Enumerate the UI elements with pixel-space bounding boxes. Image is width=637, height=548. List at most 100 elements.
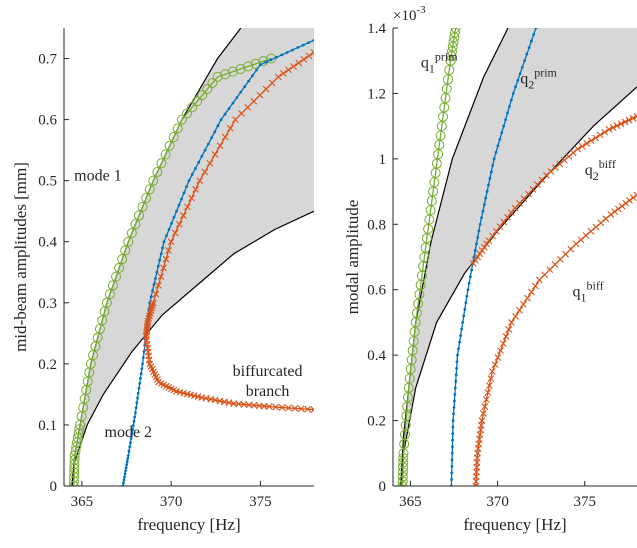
- mode-label-subscript: 2: [593, 169, 599, 183]
- series-marker: [477, 229, 481, 233]
- series-marker: [626, 197, 633, 204]
- series-marker: [211, 151, 219, 158]
- y-axis-label: modal amplitude: [343, 200, 362, 315]
- series-marker: [434, 139, 445, 150]
- series-marker: [235, 64, 246, 75]
- mode-label-superscript: biff: [599, 157, 616, 171]
- series-marker: [300, 56, 308, 63]
- series-marker: [421, 233, 432, 244]
- series-marker: [235, 96, 239, 100]
- series-marker: [124, 469, 128, 473]
- mode-label: q2prim: [520, 66, 557, 92]
- series-marker: [455, 360, 459, 364]
- series-marker: [464, 301, 468, 305]
- series-marker: [451, 432, 455, 436]
- series-marker: [532, 282, 539, 290]
- series-marker: [411, 308, 422, 319]
- series-marker: [247, 79, 251, 83]
- series-marker: [415, 280, 426, 291]
- series-marker: [231, 101, 235, 105]
- series-marker: [613, 122, 621, 130]
- series-marker: [238, 110, 245, 117]
- series-marker: [443, 74, 454, 85]
- series-marker: [111, 271, 122, 282]
- shaded-band: [400, 28, 637, 486]
- series-marker: [165, 234, 168, 238]
- series-marker: [525, 52, 529, 56]
- series-marker: [452, 406, 456, 409]
- series-marker: [450, 458, 454, 462]
- y-tick-label: 0.8: [367, 217, 386, 233]
- series-marker: [470, 268, 474, 272]
- series-marker: [488, 177, 492, 180]
- series-marker: [137, 386, 141, 390]
- x-axis-label: frequency [Hz]: [137, 515, 240, 534]
- series-marker: [210, 136, 213, 140]
- series-marker: [206, 142, 210, 146]
- series-marker: [200, 154, 204, 158]
- series-marker: [556, 255, 564, 263]
- series-marker: [172, 123, 183, 134]
- axis-exponent-value: -3: [416, 4, 426, 16]
- series-marker: [144, 184, 155, 195]
- x-tick-label: 375: [249, 494, 272, 510]
- series-marker: [305, 52, 313, 60]
- series-marker: [536, 276, 543, 284]
- series-marker: [478, 417, 486, 424]
- series-marker: [496, 144, 500, 148]
- series-marker: [152, 290, 160, 298]
- series-marker: [528, 288, 535, 296]
- series-marker: [629, 114, 637, 122]
- series-marker: [431, 158, 442, 169]
- series-marker: [414, 289, 425, 300]
- series-marker: [278, 404, 286, 411]
- annotation-line: branch: [246, 383, 290, 400]
- series-line: [401, 28, 457, 486]
- series-marker: [134, 406, 138, 410]
- mode-label-subscript: 2: [528, 78, 534, 92]
- series-marker: [184, 203, 191, 211]
- series-marker: [611, 208, 618, 216]
- series-marker: [583, 140, 591, 147]
- y-tick-label: 0.3: [38, 296, 57, 312]
- shaded-band: [72, 28, 314, 486]
- series-marker: [446, 51, 457, 62]
- mode-label-base: q: [585, 162, 593, 179]
- series-marker: [449, 32, 460, 43]
- series-marker: [491, 164, 495, 167]
- series-marker: [192, 186, 200, 193]
- series-marker: [125, 460, 129, 463]
- series-marker: [141, 193, 152, 204]
- series-marker: [472, 256, 479, 264]
- series-marker: [504, 118, 507, 121]
- series-marker: [482, 396, 490, 403]
- series-marker: [614, 205, 622, 213]
- series-marker: [123, 475, 126, 479]
- annotation-text: biffurcated branch: [233, 363, 303, 400]
- series-marker: [295, 59, 303, 67]
- series-marker: [478, 247, 486, 254]
- series-marker: [301, 43, 305, 47]
- series-marker: [500, 131, 504, 135]
- series-marker: [168, 132, 179, 143]
- annotation-line: mode 2: [105, 424, 153, 441]
- series-marker: [462, 314, 466, 318]
- series-marker: [416, 270, 427, 281]
- series-marker: [504, 213, 511, 221]
- series-marker: [605, 126, 613, 133]
- series-marker: [167, 238, 175, 246]
- series-marker: [444, 65, 455, 76]
- series-marker: [523, 59, 526, 63]
- series-marker: [457, 347, 460, 350]
- series-marker: [621, 118, 629, 126]
- series-marker: [476, 250, 484, 258]
- series-marker: [244, 103, 252, 111]
- series-marker: [197, 90, 208, 101]
- series-marker: [534, 28, 538, 30]
- series-marker: [607, 211, 615, 218]
- series-marker: [439, 102, 450, 113]
- series-marker: [574, 145, 582, 153]
- series-marker: [188, 194, 195, 202]
- series-marker: [158, 258, 162, 262]
